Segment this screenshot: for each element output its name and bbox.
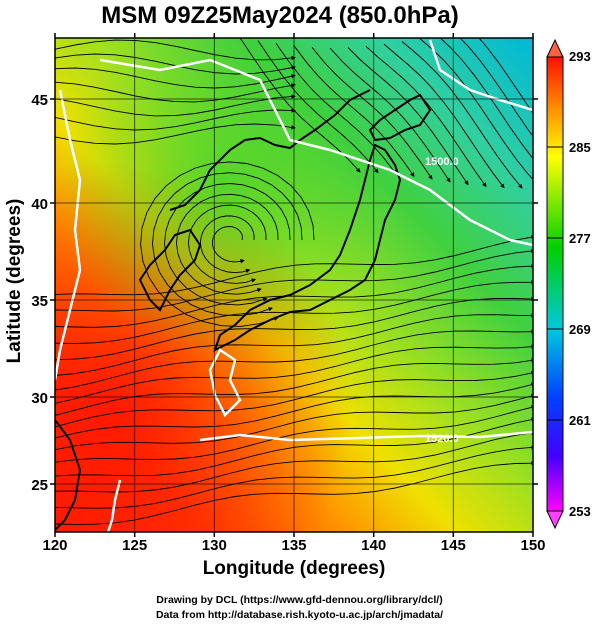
streamline	[55, 53, 296, 75]
streamline	[311, 47, 433, 180]
x-tick-label: 140	[361, 537, 386, 554]
streamline	[140, 161, 315, 327]
x-axis-ticks: 120 125 130 135 140 145 150	[42, 537, 545, 554]
streamline	[401, 41, 523, 189]
axis-tick-marks	[50, 33, 538, 537]
y-tick-label: 45	[31, 92, 48, 109]
y-tick-label: 35	[31, 293, 48, 310]
y-axis-label: Latitude (degrees)	[4, 198, 25, 364]
streamline	[239, 38, 361, 173]
x-tick-label: 125	[122, 537, 147, 554]
colorbar-tick-label: 253	[569, 504, 591, 519]
y-tick-label: 25	[31, 477, 48, 494]
streamline	[329, 47, 451, 183]
streamline	[55, 108, 296, 131]
streamline	[211, 226, 245, 264]
streamline	[383, 43, 505, 189]
contour-label-1500: 1500.0	[425, 156, 459, 168]
colorbar-tick-label: 261	[569, 413, 591, 428]
streamline	[55, 94, 296, 117]
colorbar-tick-label: 269	[569, 322, 591, 337]
colorbar-tick-label: 285	[569, 140, 591, 155]
streamline	[176, 193, 279, 295]
x-tick-label: 145	[441, 537, 466, 554]
y-tick-label: 30	[31, 390, 48, 407]
streamline	[188, 204, 267, 284]
geopotential-contours	[55, 39, 533, 532]
gridlines	[55, 38, 533, 532]
streamline	[55, 67, 296, 89]
streamline	[200, 215, 255, 274]
colorbar-tick-label: 293	[569, 49, 591, 64]
streamline	[478, 38, 533, 114]
streamline	[55, 39, 296, 61]
x-tick-label: 130	[202, 537, 227, 554]
y-axis-ticks: 25 30 35 40 45	[31, 92, 48, 494]
coastlines	[55, 89, 432, 531]
streamline	[419, 38, 533, 181]
colorbar-bottom-arrow	[546, 510, 564, 530]
x-axis-label: Longitude (degrees)	[202, 558, 386, 579]
map-plot-area: 1520.0 1500.0	[55, 38, 533, 532]
streamline	[275, 43, 397, 175]
colorbar-scale	[546, 56, 564, 512]
colorbar: 293 285 277 269 261 253	[546, 38, 591, 530]
x-tick-label: 120	[42, 537, 67, 554]
y-tick-label: 40	[31, 196, 48, 213]
x-tick-label: 135	[281, 537, 306, 554]
contour-label-1520: 1520.0	[425, 433, 459, 445]
streamline	[439, 38, 533, 160]
streamline	[55, 123, 296, 145]
credit-drawing: Drawing by DCL (https://www.gfd-dennou.o…	[156, 594, 443, 606]
credit-data: Data from http://database.rish.kyoto-u.a…	[155, 609, 444, 621]
streamline	[257, 40, 379, 174]
wind-streamlines	[55, 38, 533, 525]
streamline	[365, 45, 487, 188]
streamline	[293, 45, 415, 178]
streamline	[459, 38, 533, 137]
streamline	[164, 183, 291, 306]
x-tick-label: 150	[520, 537, 545, 554]
colorbar-tick-label: 277	[569, 231, 591, 246]
map-title: MSM 09Z25May2024 (850.0hPa)	[101, 2, 459, 29]
colorbar-top-arrow	[546, 38, 564, 58]
streamline	[55, 81, 296, 103]
